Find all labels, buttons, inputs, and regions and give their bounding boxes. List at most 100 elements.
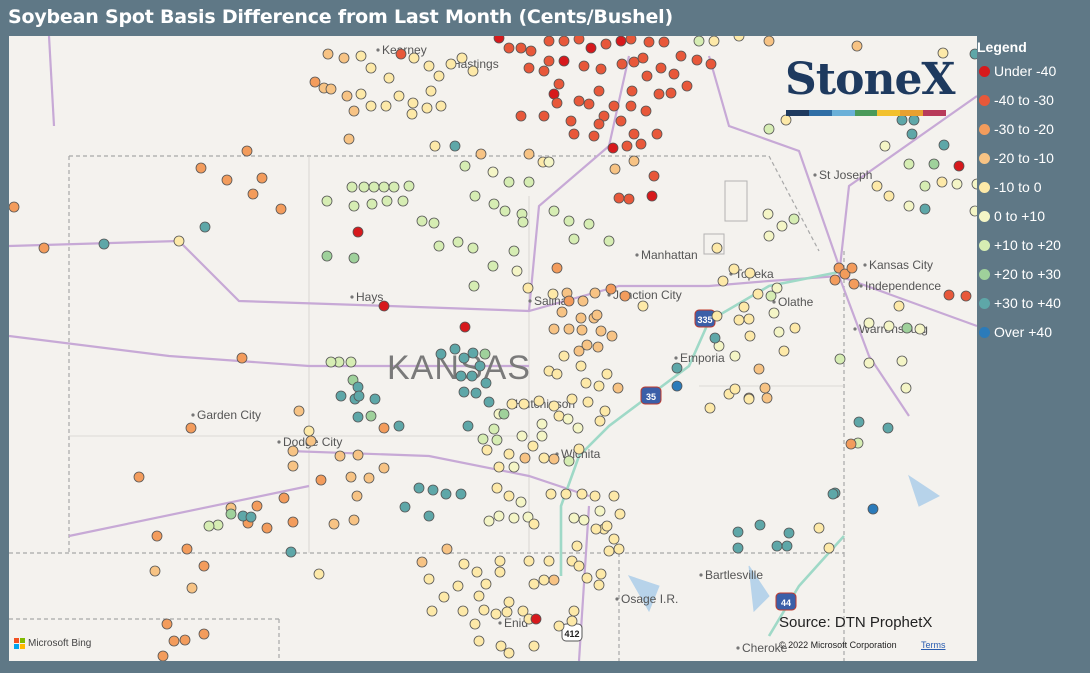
basis-point-marker[interactable] bbox=[548, 400, 560, 412]
basis-point-marker[interactable] bbox=[628, 155, 640, 167]
basis-point-marker[interactable] bbox=[788, 213, 800, 225]
basis-point-marker[interactable] bbox=[328, 518, 340, 530]
basis-point-marker[interactable] bbox=[969, 48, 977, 60]
basis-point-marker[interactable] bbox=[648, 170, 660, 182]
basis-point-marker[interactable] bbox=[601, 520, 613, 532]
basis-point-marker[interactable] bbox=[247, 188, 259, 200]
basis-point-marker[interactable] bbox=[459, 321, 471, 333]
basis-point-marker[interactable] bbox=[577, 295, 589, 307]
basis-point-marker[interactable] bbox=[608, 533, 620, 545]
terms-link[interactable]: Terms bbox=[921, 640, 946, 650]
basis-point-marker[interactable] bbox=[589, 490, 601, 502]
basis-point-marker[interactable] bbox=[568, 605, 580, 617]
basis-point-marker[interactable] bbox=[951, 178, 963, 190]
basis-point-marker[interactable] bbox=[378, 300, 390, 312]
basis-point-marker[interactable] bbox=[352, 411, 364, 423]
basis-point-marker[interactable] bbox=[762, 208, 774, 220]
basis-point-marker[interactable] bbox=[469, 618, 481, 630]
basis-point-marker[interactable] bbox=[522, 282, 534, 294]
basis-point-marker[interactable] bbox=[738, 301, 750, 313]
basis-point-marker[interactable] bbox=[523, 148, 535, 160]
basis-point-marker[interactable] bbox=[743, 313, 755, 325]
basis-point-marker[interactable] bbox=[548, 323, 560, 335]
basis-point-marker[interactable] bbox=[518, 398, 530, 410]
basis-point-marker[interactable] bbox=[671, 362, 683, 374]
basis-point-marker[interactable] bbox=[625, 36, 637, 45]
basis-point-marker[interactable] bbox=[593, 380, 605, 392]
basis-point-marker[interactable] bbox=[538, 110, 550, 122]
basis-point-marker[interactable] bbox=[455, 370, 467, 382]
basis-point-marker[interactable] bbox=[603, 235, 615, 247]
basis-point-marker[interactable] bbox=[416, 215, 428, 227]
basis-point-marker[interactable] bbox=[493, 461, 505, 473]
basis-point-marker[interactable] bbox=[651, 128, 663, 140]
basis-point-marker[interactable] bbox=[483, 515, 495, 527]
basis-point-marker[interactable] bbox=[221, 174, 233, 186]
basis-point-marker[interactable] bbox=[896, 355, 908, 367]
basis-point-marker[interactable] bbox=[789, 322, 801, 334]
basis-point-marker[interactable] bbox=[378, 462, 390, 474]
basis-point-marker[interactable] bbox=[581, 339, 593, 351]
basis-point-marker[interactable] bbox=[481, 444, 493, 456]
basis-point-marker[interactable] bbox=[936, 176, 948, 188]
basis-point-marker[interactable] bbox=[625, 100, 637, 112]
basis-point-marker[interactable] bbox=[528, 640, 540, 652]
basis-point-marker[interactable] bbox=[363, 472, 375, 484]
basis-point-marker[interactable] bbox=[643, 36, 655, 48]
basis-point-marker[interactable] bbox=[846, 262, 858, 274]
basis-point-marker[interactable] bbox=[433, 240, 445, 252]
basis-point-marker[interactable] bbox=[863, 317, 875, 329]
basis-point-marker[interactable] bbox=[493, 36, 505, 44]
basis-point-marker[interactable] bbox=[606, 330, 618, 342]
basis-point-marker[interactable] bbox=[338, 52, 350, 64]
basis-point-marker[interactable] bbox=[395, 48, 407, 60]
basis-point-marker[interactable] bbox=[381, 195, 393, 207]
basis-point-marker[interactable] bbox=[480, 377, 492, 389]
basis-point-marker[interactable] bbox=[573, 95, 585, 107]
basis-point-marker[interactable] bbox=[426, 605, 438, 617]
basis-point-marker[interactable] bbox=[536, 430, 548, 442]
basis-point-marker[interactable] bbox=[406, 108, 418, 120]
basis-point-marker[interactable] bbox=[383, 72, 395, 84]
basis-point-marker[interactable] bbox=[503, 647, 515, 659]
basis-point-marker[interactable] bbox=[763, 36, 775, 47]
basis-point-marker[interactable] bbox=[971, 178, 977, 190]
basis-point-marker[interactable] bbox=[575, 312, 587, 324]
basis-point-marker[interactable] bbox=[752, 288, 764, 300]
basis-point-marker[interactable] bbox=[456, 52, 468, 64]
basis-point-marker[interactable] bbox=[960, 290, 972, 302]
basis-point-marker[interactable] bbox=[157, 650, 169, 661]
basis-point-marker[interactable] bbox=[900, 382, 912, 394]
basis-point-marker[interactable] bbox=[212, 519, 224, 531]
basis-point-marker[interactable] bbox=[590, 523, 602, 535]
basis-point-marker[interactable] bbox=[901, 322, 913, 334]
basis-point-marker[interactable] bbox=[287, 516, 299, 528]
basis-point-marker[interactable] bbox=[348, 105, 360, 117]
basis-point-marker[interactable] bbox=[594, 415, 606, 427]
basis-point-marker[interactable] bbox=[776, 220, 788, 232]
basis-point-marker[interactable] bbox=[572, 422, 584, 434]
basis-point-marker[interactable] bbox=[711, 310, 723, 322]
basis-point-marker[interactable] bbox=[133, 471, 145, 483]
basis-point-marker[interactable] bbox=[429, 140, 441, 152]
basis-point-marker[interactable] bbox=[517, 605, 529, 617]
map-canvas[interactable]: KearneyHastingsSt JosephManhattanTopekaK… bbox=[9, 36, 977, 661]
basis-point-marker[interactable] bbox=[919, 203, 931, 215]
basis-point-marker[interactable] bbox=[538, 65, 550, 77]
basis-point-marker[interactable] bbox=[508, 512, 520, 524]
basis-point-marker[interactable] bbox=[519, 452, 531, 464]
basis-point-marker[interactable] bbox=[499, 205, 511, 217]
basis-point-marker[interactable] bbox=[711, 242, 723, 254]
basis-point-marker[interactable] bbox=[588, 130, 600, 142]
basis-point-marker[interactable] bbox=[335, 390, 347, 402]
basis-point-marker[interactable] bbox=[321, 250, 333, 262]
basis-point-marker[interactable] bbox=[547, 288, 559, 300]
basis-point-marker[interactable] bbox=[393, 420, 405, 432]
basis-point-marker[interactable] bbox=[635, 138, 647, 150]
basis-point-marker[interactable] bbox=[538, 452, 550, 464]
basis-point-marker[interactable] bbox=[503, 596, 515, 608]
basis-point-marker[interactable] bbox=[365, 100, 377, 112]
basis-point-marker[interactable] bbox=[693, 36, 705, 47]
basis-point-marker[interactable] bbox=[449, 343, 461, 355]
basis-point-marker[interactable] bbox=[435, 348, 447, 360]
